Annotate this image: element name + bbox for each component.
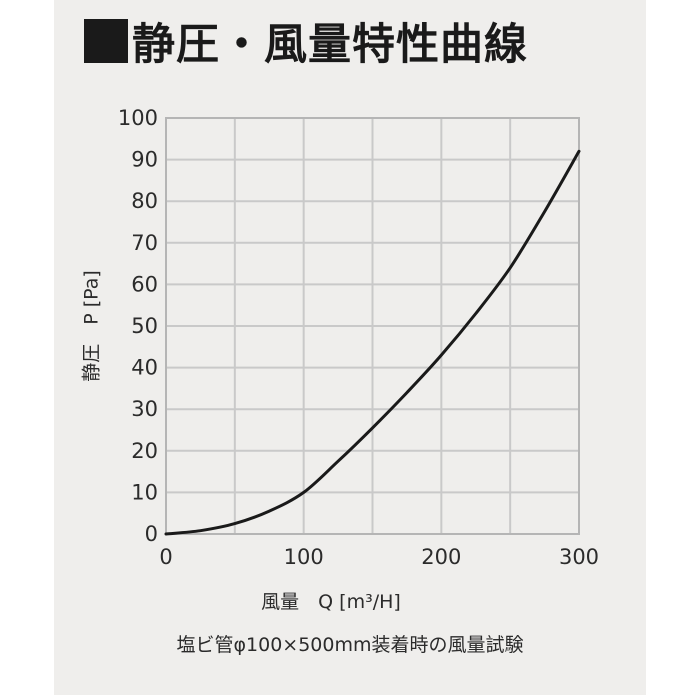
y-tick-label: 50 bbox=[131, 314, 158, 338]
x-tick-label: 0 bbox=[159, 545, 172, 569]
y-axis-label: 静圧 P [Pa] bbox=[81, 270, 103, 382]
series-line bbox=[164, 149, 581, 536]
series bbox=[164, 149, 581, 536]
plot-frame bbox=[165, 117, 580, 535]
x-tick-label: 300 bbox=[559, 545, 599, 569]
chart-title: 静圧・風量特性曲線 bbox=[84, 14, 528, 76]
test-caption: 塩ビ管φ100×500mm装着時の風量試験 bbox=[176, 634, 524, 656]
y-tick-label: 60 bbox=[131, 272, 158, 296]
y-tick-label: 40 bbox=[131, 356, 158, 380]
y-tick-labels: 0 10 20 30 40 50 60 70 80 90 100 bbox=[118, 106, 158, 546]
chart-title-text: 静圧・風量特性曲線 bbox=[132, 20, 528, 70]
y-tick-label: 20 bbox=[131, 439, 158, 463]
x-axis-label: 風量 Q [m³/H] bbox=[261, 591, 401, 613]
x-tick-label: 100 bbox=[284, 545, 324, 569]
y-tick-label: 10 bbox=[131, 480, 158, 504]
title-square-icon bbox=[84, 19, 128, 63]
y-tick-label: 100 bbox=[118, 106, 158, 130]
x-tick-label: 200 bbox=[421, 545, 461, 569]
y-tick-label: 0 bbox=[145, 522, 158, 546]
y-tick-label: 30 bbox=[131, 397, 158, 421]
y-tick-label: 80 bbox=[131, 189, 158, 213]
y-tick-label: 70 bbox=[131, 231, 158, 255]
x-tick-labels: 0 100 200 300 bbox=[159, 545, 599, 569]
y-tick-label: 90 bbox=[131, 148, 158, 172]
